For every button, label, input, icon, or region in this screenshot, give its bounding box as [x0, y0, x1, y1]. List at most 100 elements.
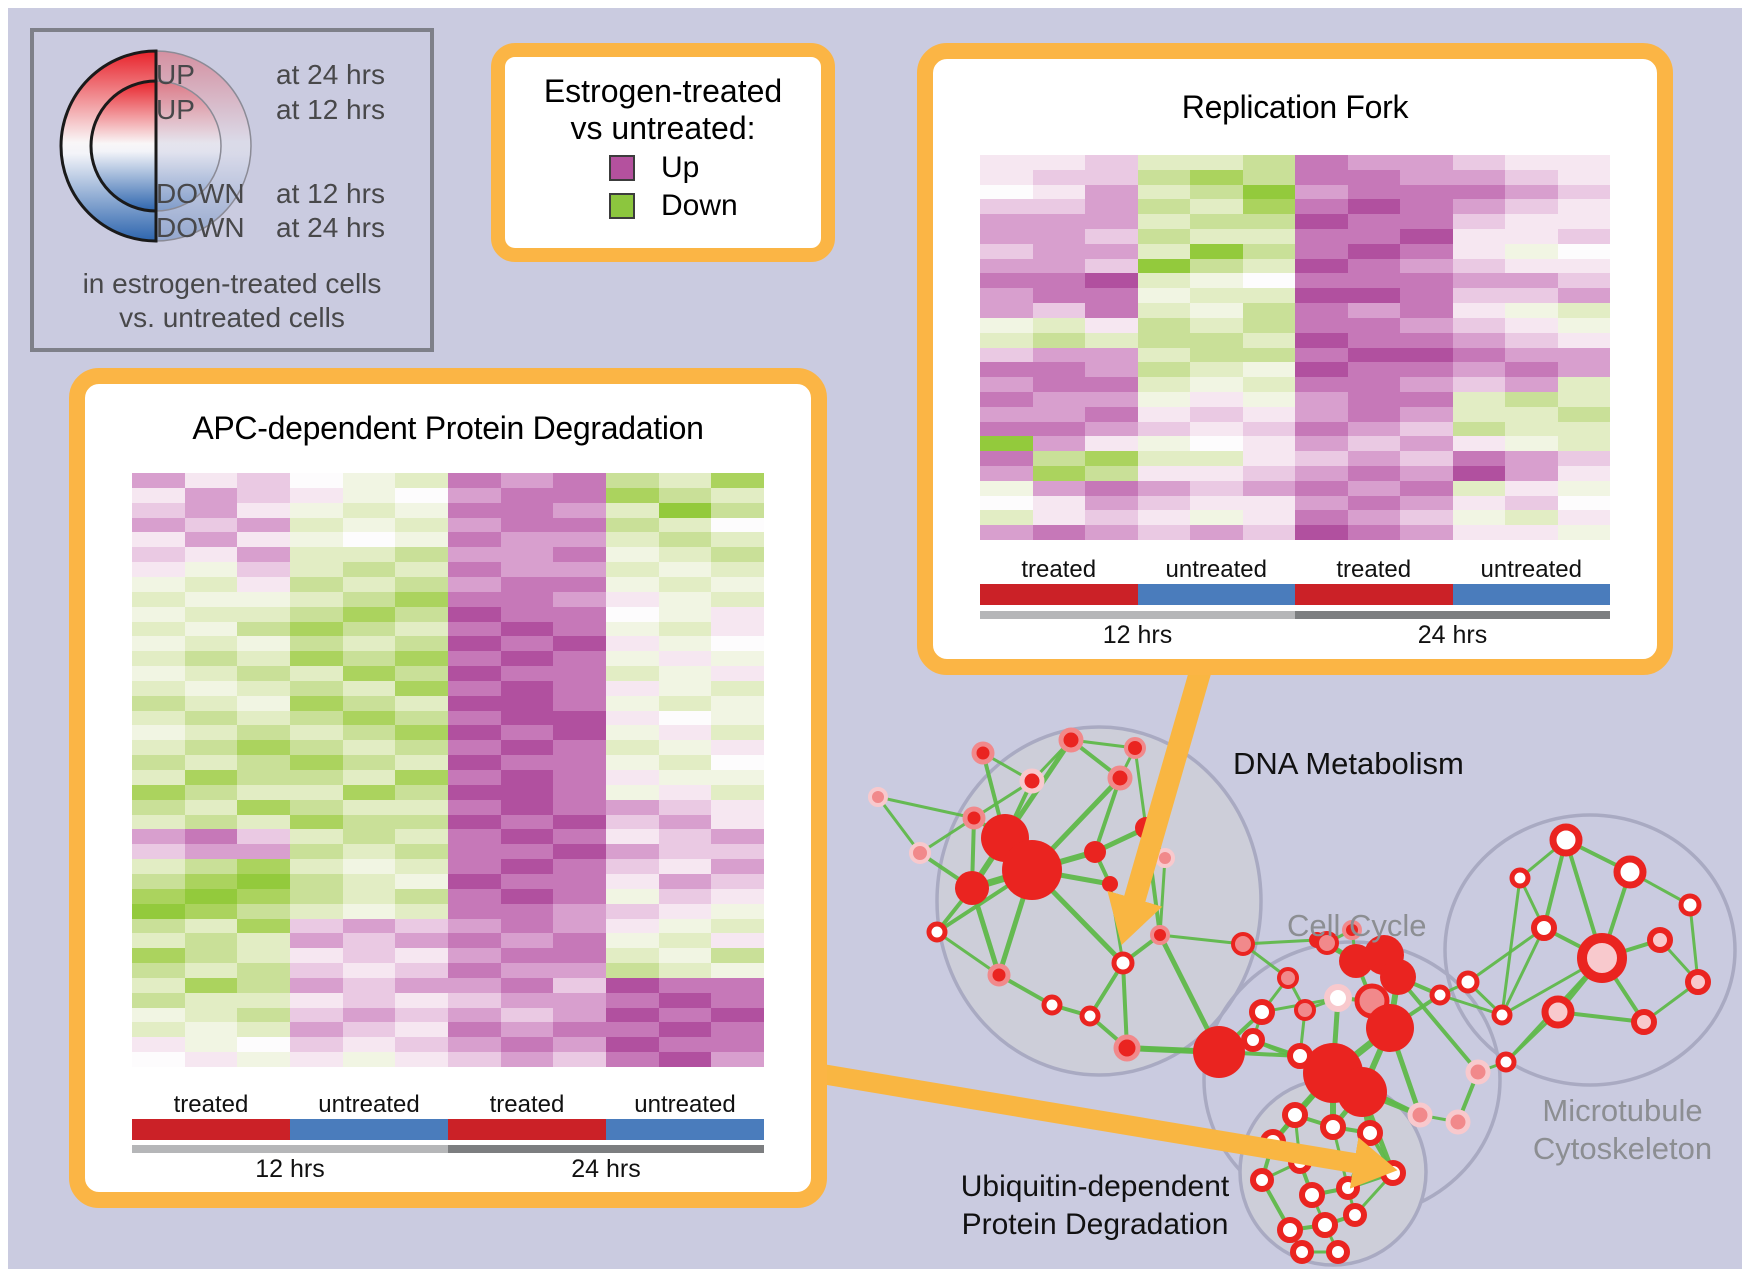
network-edge [1133, 746, 1148, 830]
gene-node [1445, 1109, 1471, 1135]
gene-node [1002, 840, 1062, 900]
gene-node [1102, 876, 1118, 892]
condition-label: untreated [634, 1091, 736, 1118]
legend-item-up: Up [609, 151, 821, 185]
gene-node [1290, 1240, 1314, 1264]
inner-ring-left-half [89, 79, 158, 213]
legend-row-down-24: DOWN at 24 hrs [156, 212, 385, 244]
gene-node [1380, 1160, 1406, 1186]
gene-node [1312, 1212, 1338, 1238]
legend-row-down-12: DOWN at 12 hrs [156, 178, 385, 210]
legend-row-up-12: UP at 12 hrs [156, 94, 385, 126]
network-edge [1241, 938, 1319, 946]
estrogen-title-line2: vs untreated: [570, 110, 756, 146]
gene-node [1320, 1114, 1346, 1140]
apc-time-bars [132, 1145, 764, 1153]
gene-node [1150, 925, 1170, 945]
panel-to-cluster-arrow [1107, 651, 1216, 946]
gene-node [1613, 855, 1647, 889]
untreated-bar [290, 1119, 448, 1140]
gene-node [1357, 1120, 1383, 1146]
gene-node [1337, 1067, 1387, 1117]
gene-node [1084, 841, 1106, 863]
network-edge [876, 795, 976, 820]
gene-node [1277, 1217, 1303, 1243]
gene-node [1380, 959, 1416, 995]
gene-node [1343, 1203, 1367, 1227]
estrogen-title-line1: Estrogen-treated [543, 73, 783, 109]
12hrs-label: 12 hrs [255, 1155, 325, 1183]
apc-degradation-panel: APC-dependent Protein Degradation treate… [69, 368, 827, 1208]
estrogen-legend-title: Estrogen-treated vs untreated: [505, 73, 821, 147]
microtubule-label-line1: Microtubule [1542, 1093, 1703, 1128]
network-edge [1396, 975, 1480, 1074]
cluster-label-ubiquitin-degradation: Ubiquitin-dependent Protein Degradation [950, 1168, 1240, 1244]
legend-word: UP [156, 59, 195, 90]
gene-node [1277, 967, 1299, 989]
legend-row-up-24: UP at 24 hrs [156, 59, 385, 91]
down-label: Down [661, 189, 738, 222]
gene-node [909, 842, 931, 864]
legend-time: at 12 hrs [276, 178, 385, 209]
apc-condition-labels: treated untreated treated untreated [132, 1091, 764, 1119]
replication-fork-heatmap [980, 155, 1610, 540]
gene-node [1079, 1005, 1101, 1027]
legend-time: at 24 hrs [276, 59, 385, 90]
inner-ring-right-half [155, 80, 222, 212]
untreated-bar [606, 1119, 764, 1140]
gene-node [1249, 999, 1275, 1025]
gene-node [1113, 1034, 1141, 1062]
gene-node [1366, 1004, 1414, 1052]
gene-node [1250, 1168, 1274, 1192]
legend-word: DOWN [156, 212, 245, 243]
gene-node [1315, 931, 1339, 955]
legend-footer-line1: in estrogen-treated cells [82, 268, 382, 299]
gene-node [1531, 915, 1557, 941]
24hrs-label: 24 hrs [571, 1155, 641, 1183]
gene-node [1231, 932, 1255, 956]
down-color-swatch [609, 193, 635, 219]
24hrs-label: 24 hrs [1417, 621, 1488, 649]
cluster-label-cell-cycle: Cell Cycle [1287, 908, 1427, 943]
gene-node [1407, 1102, 1433, 1128]
network-edge [1093, 776, 1122, 854]
gene-node [1456, 970, 1480, 994]
network-edge [876, 795, 922, 855]
gene-node [1685, 969, 1711, 995]
gene-node [1495, 1051, 1517, 1073]
panel-to-cluster-arrow [808, 1062, 1398, 1189]
replication-condition-labels: treated untreated treated untreated [980, 556, 1610, 584]
apc-heatmap [132, 473, 764, 1067]
treated-bar [448, 1119, 606, 1140]
ubiquitin-label-line2: Protein Degradation [961, 1208, 1229, 1241]
condition-label: treated [489, 1091, 565, 1118]
condition-label: untreated [1165, 556, 1267, 583]
gene-node [1124, 737, 1146, 759]
legend-word: UP [156, 94, 195, 125]
condition-label: treated [1021, 556, 1097, 583]
untreated-bar [1452, 584, 1610, 605]
legend-item-down: Down [609, 189, 821, 223]
gene-node [1631, 1009, 1657, 1035]
treated-bar [132, 1119, 290, 1140]
network-edge [1121, 961, 1129, 1050]
gene-node [1019, 768, 1045, 794]
network-edge [1500, 926, 1546, 1017]
cluster-ellipse [1443, 813, 1737, 1087]
replication-fork-panel: Replication Fork treated untreated treat… [917, 43, 1673, 675]
updown-ring-legend: UP at 24 hrs UP at 12 hrs DOWN at 12 hrs DO… [30, 28, 434, 352]
12hrs-label: 12 hrs [1102, 621, 1173, 649]
condition-label: treated [1336, 556, 1412, 583]
estrogen-color-legend: Estrogen-treated vs untreated: Up Down [491, 43, 835, 262]
gene-node [1336, 1176, 1360, 1200]
gene-node [955, 871, 989, 905]
gene-node [1111, 951, 1135, 975]
24hrs-bar [448, 1145, 764, 1153]
gene-node [1193, 1026, 1245, 1078]
untreated-bar [1137, 584, 1295, 605]
legend-time: at 12 hrs [276, 94, 385, 125]
gene-node [1294, 999, 1316, 1021]
condition-label: treated [173, 1091, 249, 1118]
legend-word: DOWN [156, 178, 245, 209]
